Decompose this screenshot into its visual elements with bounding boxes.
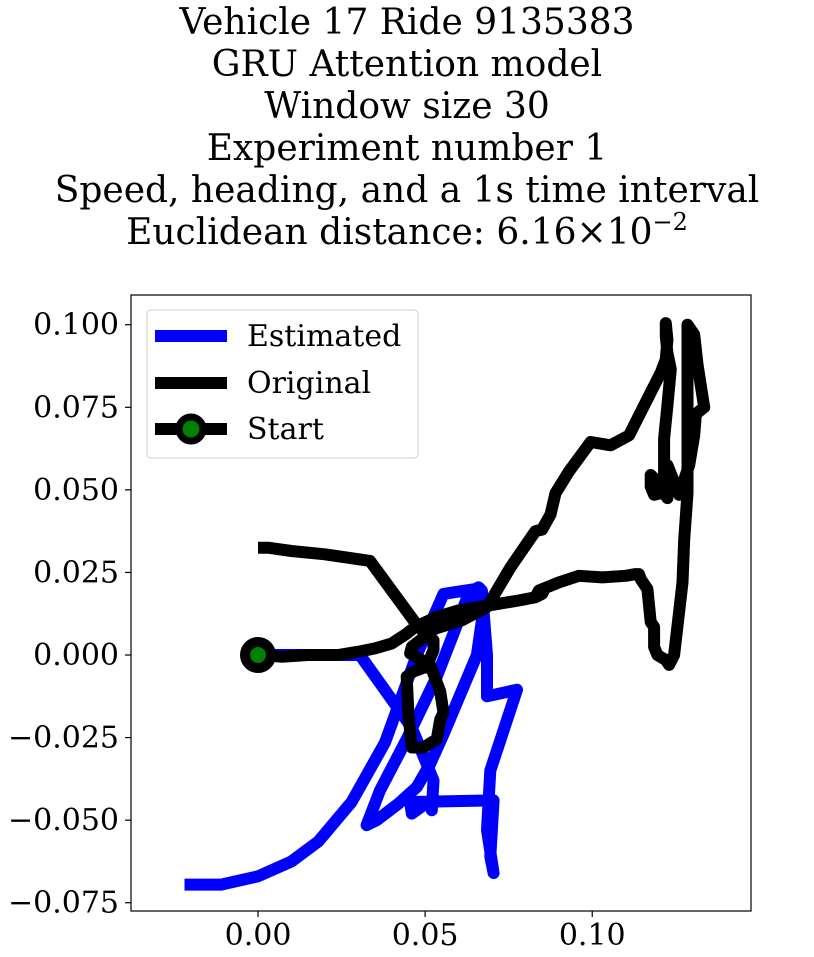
title-line-window: Window size 30 <box>264 86 550 127</box>
distance-times: × <box>576 212 607 253</box>
axis-ticks: 0.00 0.05 0.10 0.100 0.075 0.050 0.025 0.000 −0.… <box>8 308 626 953</box>
legend-start-label: Start <box>247 412 324 447</box>
y-tick-label: 0.100 <box>33 308 119 343</box>
y-tick-label: 0.025 <box>33 555 119 590</box>
y-tick-label: −0.025 <box>8 721 119 756</box>
original-series-line <box>257 317 711 754</box>
y-tick-label: 0.050 <box>33 473 119 508</box>
start-marker <box>240 637 277 674</box>
title-line-features: Speed, heading, and a 1s time interval <box>54 170 760 211</box>
distance-mantissa: 6.16 <box>496 212 577 253</box>
distance-prefix: Euclidean distance: <box>126 212 497 253</box>
x-tick-label: 0.00 <box>225 918 292 953</box>
distance-base: 10 <box>606 212 653 253</box>
x-tick-label: 0.10 <box>559 918 626 953</box>
plot-frame <box>130 294 752 912</box>
legend-start-marker <box>175 413 207 445</box>
y-tick-label: 0.000 <box>33 638 119 673</box>
x-tick-label: 0.05 <box>392 918 459 953</box>
legend-box <box>146 309 419 459</box>
chart-title: Vehicle 17 Ride 9135383 GRU Attention mo… <box>0 2 814 254</box>
estimated-series-line <box>184 581 523 891</box>
y-tick-label: −0.075 <box>8 886 119 921</box>
legend-original-label: Original <box>247 366 371 401</box>
y-tick-label: −0.050 <box>8 803 119 838</box>
legend-estimated-label: Estimated <box>247 319 401 354</box>
legend: Estimated Original Start <box>146 309 419 459</box>
title-line-vehicle: Vehicle 17 Ride 9135383 <box>179 2 635 43</box>
title-line-distance: Euclidean distance: 6.16×10−2 <box>0 210 814 254</box>
series-layer <box>184 317 711 891</box>
title-line-model: GRU Attention model <box>211 44 603 85</box>
distance-exponent: −2 <box>652 208 688 236</box>
y-tick-label: 0.075 <box>33 390 119 425</box>
title-line-experiment: Experiment number 1 <box>206 128 608 169</box>
